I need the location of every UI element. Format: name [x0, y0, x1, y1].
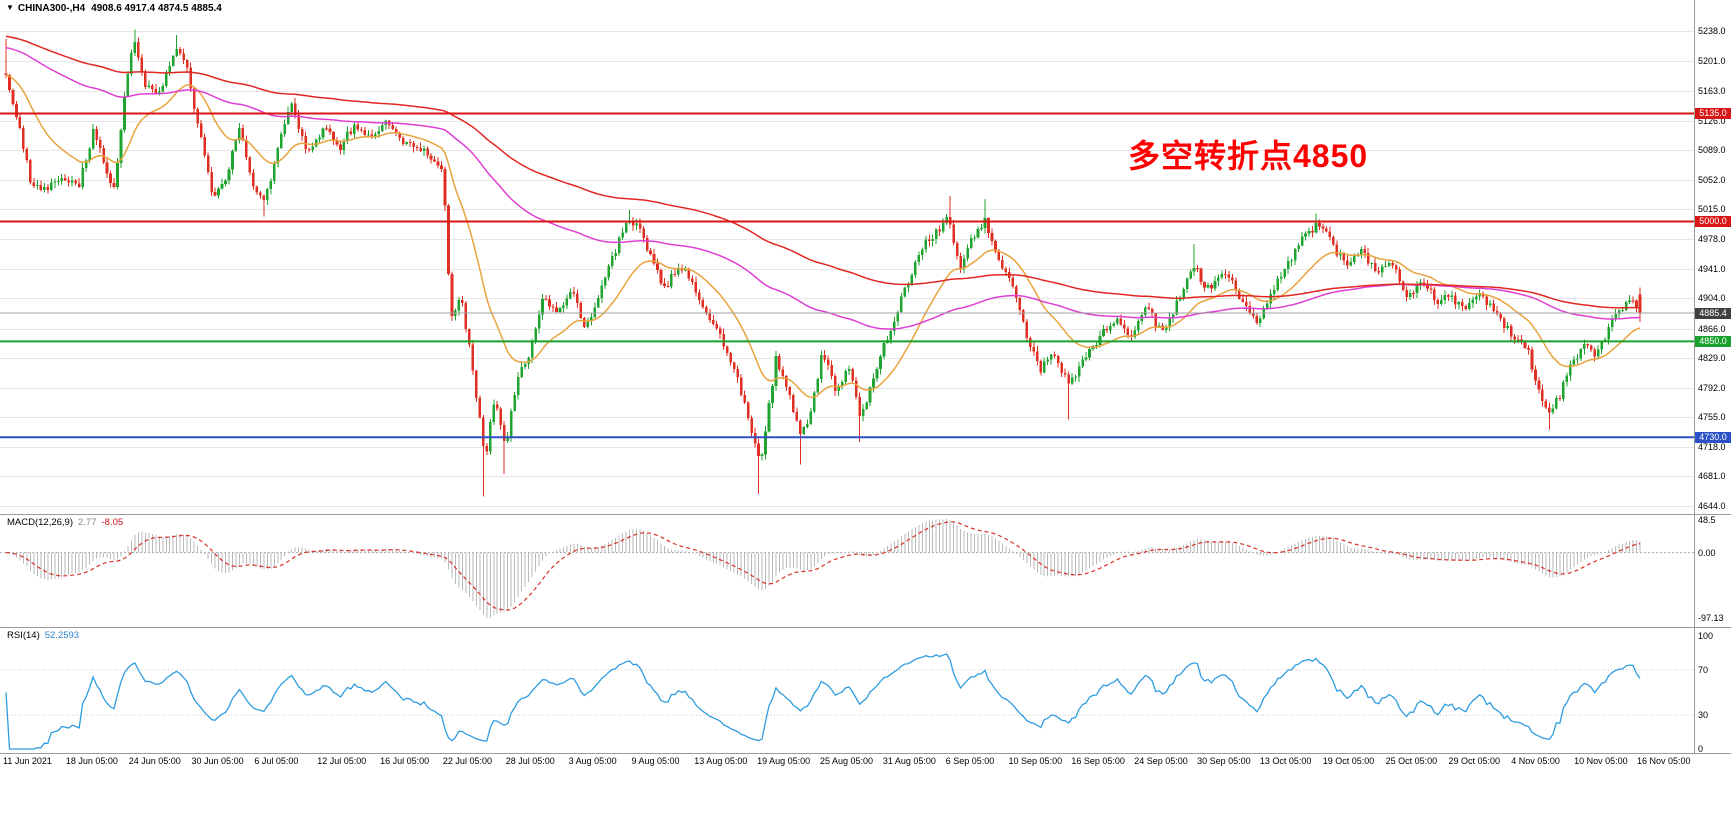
time-axis-label: 13 Oct 05:00: [1259, 756, 1312, 766]
rsi-panel[interactable]: [0, 627, 1694, 753]
time-axis-label: 9 Aug 05:00: [631, 756, 680, 766]
time-axis-label: 25 Oct 05:00: [1385, 756, 1438, 766]
price-axis-label: 4829.0: [1698, 353, 1726, 364]
time-axis-label: 30 Jun 05:00: [191, 756, 244, 766]
price-axis-label: 5089.0: [1698, 145, 1726, 156]
price-axis-label: 4978.0: [1698, 234, 1726, 245]
time-axis-label: 16 Sep 05:00: [1071, 756, 1125, 766]
time-axis-label: 3 Aug 05:00: [568, 756, 617, 766]
rsi-axis-label: 0: [1698, 744, 1704, 754]
price-axis-label: 4792.0: [1698, 382, 1726, 393]
time-axis-label: 6 Jul 05:00: [254, 756, 299, 766]
time-axis-separator: [0, 753, 1731, 754]
price-axis-label: 5052.0: [1698, 174, 1726, 185]
time-axis-label: 31 Aug 05:00: [882, 756, 936, 766]
symbol-ohlc-header: ▼ CHINA300-,H4 4908.6 4917.4 4874.5 4885.4: [6, 3, 222, 14]
time-axis-label: 25 Aug 05:00: [819, 756, 874, 766]
macd-signal-value: -8.05: [101, 517, 124, 528]
macd-axis-label: -97.13: [1698, 612, 1724, 623]
rsi-name: RSI(14): [7, 630, 40, 641]
rsi-line: [5, 653, 1641, 750]
time-axis-label: 19 Oct 05:00: [1322, 756, 1375, 766]
price-axis-label: 4718.0: [1698, 441, 1726, 452]
time-axis-label: 24 Jun 05:00: [128, 756, 181, 766]
time-axis-label: 13 Aug 05:00: [694, 756, 748, 766]
macd-panel[interactable]: [0, 514, 1694, 627]
macd-name: MACD(12,26,9): [7, 517, 73, 528]
price-tag-5135.0: 5135.0: [1695, 108, 1731, 120]
ma-mid-line: [5, 46, 1641, 330]
time-axis-label: 4 Nov 05:00: [1511, 756, 1560, 766]
price-axis-label: 5238.0: [1698, 26, 1726, 37]
macd-main-value: 2.77: [78, 517, 97, 528]
price-axis-label: 5126.0: [1698, 115, 1726, 126]
time-axis-label: 16 Nov 05:00: [1636, 756, 1691, 766]
price-axis-label: 5201.0: [1698, 55, 1726, 66]
price-axis-label: 4941.0: [1698, 263, 1726, 274]
time-axis-label: 10 Nov 05:00: [1574, 756, 1628, 766]
rsi-axis-label: 70: [1698, 664, 1709, 675]
rsi-value: 52.2593: [44, 630, 80, 641]
time-axis-label: 11 Jun 2021: [3, 756, 52, 766]
time-axis-label: 18 Jun 05:00: [65, 756, 118, 766]
rsi-axis-label: 100: [1698, 631, 1714, 641]
ma-slow-line: [5, 35, 1640, 309]
price-axis-label: 4866.0: [1698, 323, 1726, 334]
time-axis-label: 16 Jul 05:00: [380, 756, 430, 766]
time-axis-label: 10 Sep 05:00: [1008, 756, 1063, 766]
macd-histogram: [8, 519, 1641, 618]
price-axis-label: 5163.0: [1698, 86, 1726, 97]
time-axis-label: 12 Jul 05:00: [317, 756, 367, 766]
price-axis-label: 5015.0: [1698, 204, 1726, 215]
time-axis-label: 30 Sep 05:00: [1197, 756, 1251, 766]
chart-canvas[interactable]: [0, 0, 1731, 753]
main-macd-separator: [0, 514, 1731, 515]
bottom-margin: [0, 772, 1731, 840]
macd-axis-label: 0.00: [1698, 547, 1716, 558]
price-tag-4850.0: 4850.0: [1695, 335, 1731, 347]
time-axis-label: 19 Aug 05:00: [757, 756, 811, 766]
symbol-period-label: CHINA300-,H4: [17, 3, 86, 14]
time-axis[interactable]: 11 Jun 2021 18 Jun 05:00 24 Jun 05:00 30 Ju…: [0, 753, 1731, 772]
main-chart-panel[interactable]: [0, 0, 1694, 514]
rsi-axis-label: 30: [1698, 710, 1709, 721]
price-axis-label: 4904.0: [1698, 293, 1726, 304]
price-tag-4885.4: 4885.4: [1695, 307, 1731, 319]
time-axis-label: 22 Jul 05:00: [442, 756, 492, 766]
time-axis-label: 6 Sep 05:00: [945, 756, 995, 766]
annotation-text[interactable]: 多空转折点4850: [1128, 138, 1369, 174]
price-axis[interactable]: 5238.0 5201.0 5163.0 5126.0 5089.0 5052.0 5015…: [1694, 0, 1731, 754]
price-tag-5000.0: 5000.0: [1695, 215, 1731, 227]
macd-signal-line: [5, 521, 1641, 611]
price-tag-4730.0: 4730.0: [1695, 431, 1731, 443]
rsi-label: RSI(14) 52.2593: [7, 630, 79, 641]
price-axis-label: 4755.0: [1698, 412, 1726, 423]
macd-rsi-separator: [0, 627, 1731, 628]
time-axis-label: 24 Sep 05:00: [1134, 756, 1188, 766]
macd-label: MACD(12,26,9) 2.77 -8.05: [7, 517, 123, 528]
price-axis-label: 4681.0: [1698, 471, 1726, 482]
chart-collapse-triangle-icon[interactable]: ▼: [6, 3, 14, 12]
price-axis-label: 4644.0: [1698, 501, 1726, 511]
macd-axis-label: 48.5: [1698, 514, 1716, 525]
ohlc-values: 4908.6 4917.4 4874.5 4885.4: [91, 3, 222, 14]
time-axis-label: 29 Oct 05:00: [1448, 756, 1500, 766]
ma-fast-line: [5, 74, 1641, 399]
time-axis-label: 28 Jul 05:00: [505, 756, 555, 766]
